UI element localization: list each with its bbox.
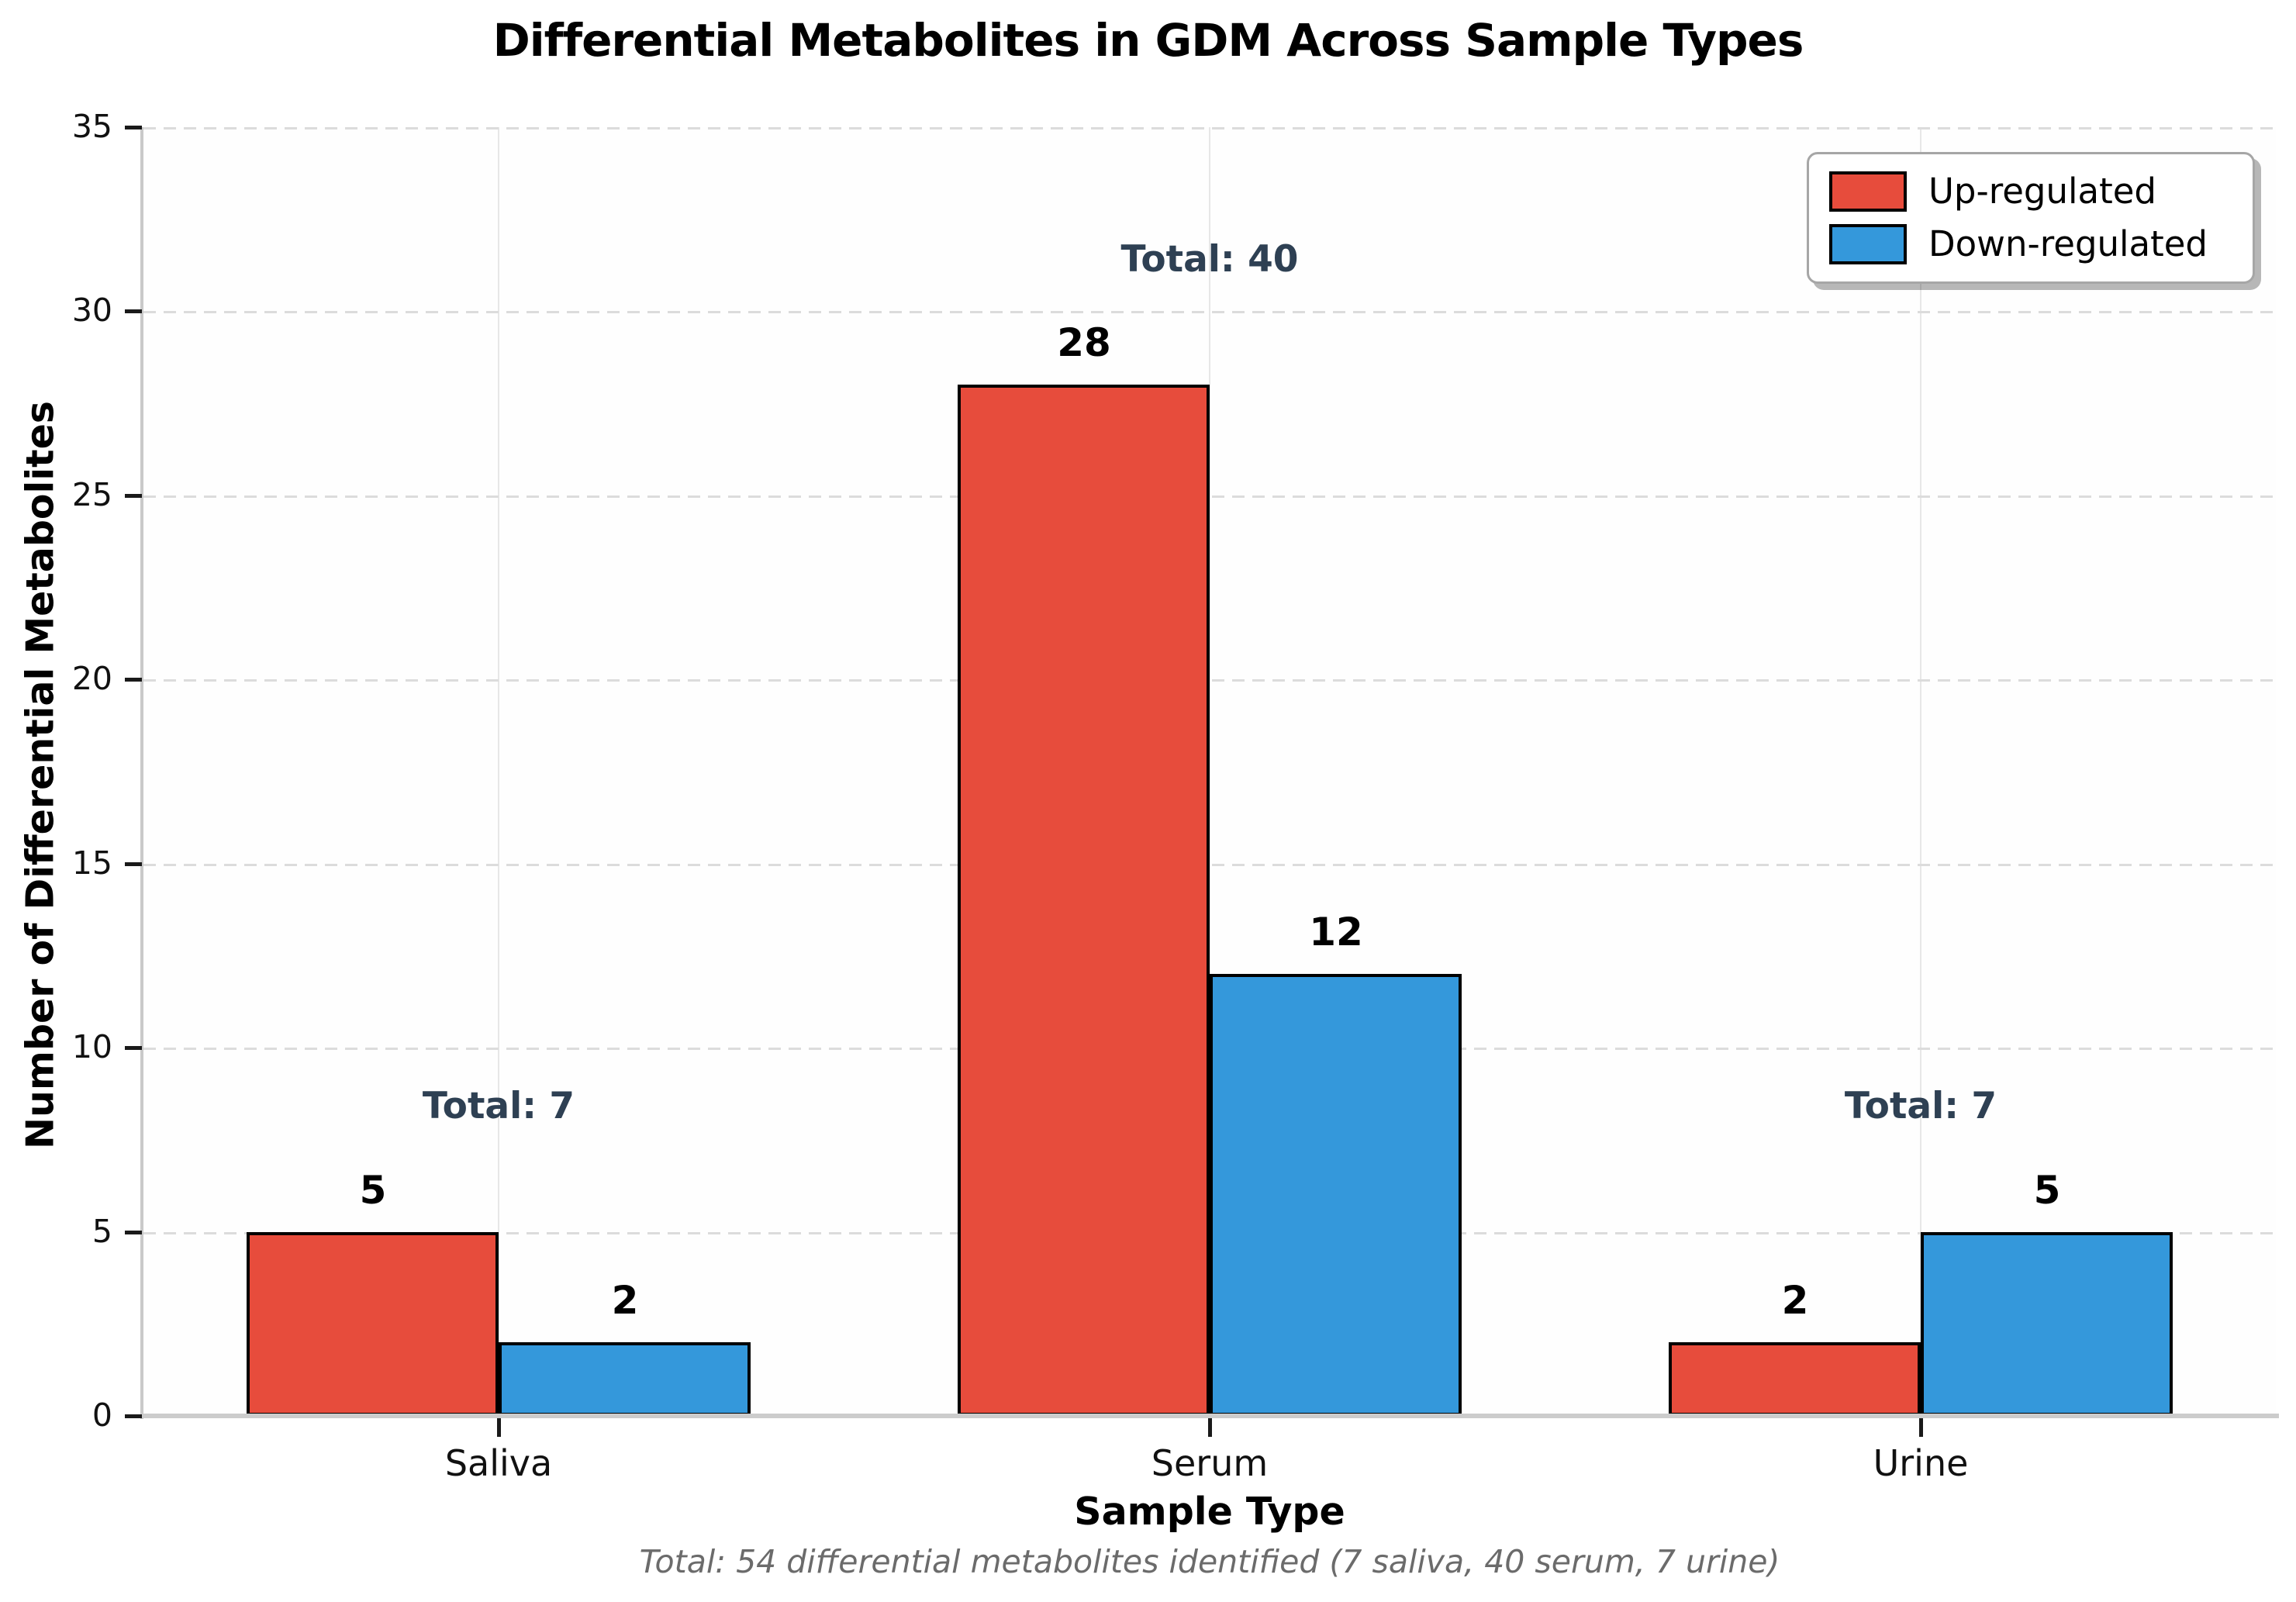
- gridline-horizontal-15: [143, 864, 2276, 866]
- bar-value-label-urine-down-regulated: 5: [2033, 1168, 2061, 1213]
- y-tick-mark-0: [125, 1414, 142, 1418]
- legend-swatch-up-regulated: [1829, 171, 1907, 212]
- y-tick-mark-20: [125, 678, 142, 682]
- group-total-label-serum: Total: 40: [1120, 238, 1299, 281]
- bar-value-label-urine-up-regulated: 2: [1781, 1278, 1809, 1323]
- x-tick-mark-urine: [1919, 1418, 1923, 1437]
- footnote: Total: 54 differential metabolites ident…: [639, 1543, 1780, 1580]
- gridline-horizontal-25: [143, 495, 2276, 498]
- bar-value-label-saliva-down-regulated: 2: [611, 1278, 639, 1323]
- x-tick-mark-serum: [1208, 1418, 1212, 1437]
- y-tick-label-0: 0: [91, 1397, 112, 1434]
- y-tick-label-15: 15: [71, 844, 112, 882]
- legend-item-up-regulated: Up-regulated: [1829, 171, 2232, 212]
- y-tick-label-10: 10: [71, 1028, 112, 1065]
- legend-swatch-down-regulated: [1829, 224, 1907, 264]
- plot-area: 5 2 Total: 7 28 12 Total: 40 2 5 Total: 7: [143, 127, 2276, 1416]
- y-tick-mark-35: [125, 126, 142, 129]
- y-tick-label-25: 25: [71, 476, 112, 513]
- gridline-vertical-serum: [1209, 127, 1210, 1416]
- bar-saliva-up-regulated: [247, 1232, 499, 1416]
- x-tick-label-serum: Serum: [1151, 1442, 1269, 1484]
- chart-title: Differential Metabolites in GDM Across S…: [492, 14, 1804, 67]
- legend-label-down-regulated: Down-regulated: [1928, 223, 2208, 264]
- bar-urine-down-regulated: [1921, 1232, 2173, 1416]
- y-tick-label-35: 35: [71, 108, 112, 145]
- y-tick-label-5: 5: [91, 1213, 112, 1250]
- gridline-horizontal-30: [143, 311, 2276, 313]
- gridline-vertical-urine: [1920, 127, 1921, 1416]
- y-tick-label-20: 20: [71, 660, 112, 697]
- bar-serum-up-regulated: [958, 385, 1210, 1416]
- y-tick-mark-10: [125, 1046, 142, 1050]
- gridline-horizontal-35: [143, 127, 2276, 129]
- x-tick-label-saliva: Saliva: [444, 1442, 553, 1484]
- x-axis-spine: [140, 1414, 2279, 1418]
- legend-item-down-regulated: Down-regulated: [1829, 224, 2232, 264]
- legend-label-up-regulated: Up-regulated: [1928, 171, 2156, 212]
- bar-urine-up-regulated: [1669, 1342, 1921, 1416]
- x-axis-label: Sample Type: [1074, 1490, 1345, 1534]
- y-tick-mark-30: [125, 309, 142, 313]
- x-tick-mark-saliva: [497, 1418, 501, 1437]
- group-total-label-saliva: Total: 7: [422, 1085, 575, 1127]
- bar-value-label-saliva-up-regulated: 5: [359, 1168, 387, 1213]
- y-axis-spine: [140, 127, 143, 1419]
- legend: Up-regulated Down-regulated: [1807, 152, 2255, 284]
- gridline-vertical-saliva: [498, 127, 499, 1416]
- bar-value-label-serum-down-regulated: 12: [1309, 910, 1363, 955]
- bar-value-label-serum-up-regulated: 28: [1057, 320, 1111, 365]
- x-tick-label-urine: Urine: [1873, 1442, 1969, 1484]
- y-tick-mark-5: [125, 1231, 142, 1234]
- y-tick-label-30: 30: [71, 292, 112, 329]
- y-tick-mark-15: [125, 862, 142, 866]
- bar-saliva-down-regulated: [499, 1342, 751, 1416]
- gridline-horizontal-20: [143, 679, 2276, 682]
- y-tick-mark-25: [125, 494, 142, 498]
- group-total-label-urine: Total: 7: [1844, 1085, 1997, 1127]
- bar-serum-down-regulated: [1210, 974, 1462, 1416]
